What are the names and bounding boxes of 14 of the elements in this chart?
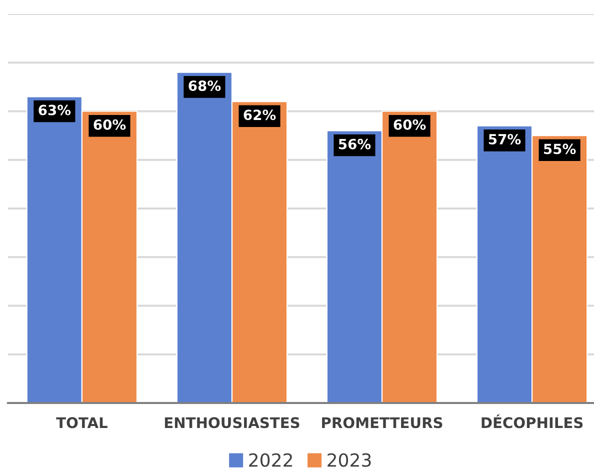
legend-label: 2022 xyxy=(249,453,292,467)
data-label: 68% xyxy=(188,80,221,91)
data-label: 60% xyxy=(394,119,426,130)
x-tick-label: ENTHOUSIASTES xyxy=(164,417,300,428)
x-tick-label: PROMETTEURS xyxy=(322,417,442,428)
data-label: 55% xyxy=(544,144,576,154)
data-label: 56% xyxy=(338,138,371,150)
legend-label: 2023 xyxy=(328,453,371,467)
data-label: 62% xyxy=(244,110,276,120)
x-tick-label: TOTAL xyxy=(56,417,108,428)
x-tick-label: DÉCOPHILES xyxy=(482,414,583,428)
data-label: 60% xyxy=(94,119,126,130)
data-label: 63% xyxy=(38,104,71,116)
data-label: 57% xyxy=(488,134,521,144)
